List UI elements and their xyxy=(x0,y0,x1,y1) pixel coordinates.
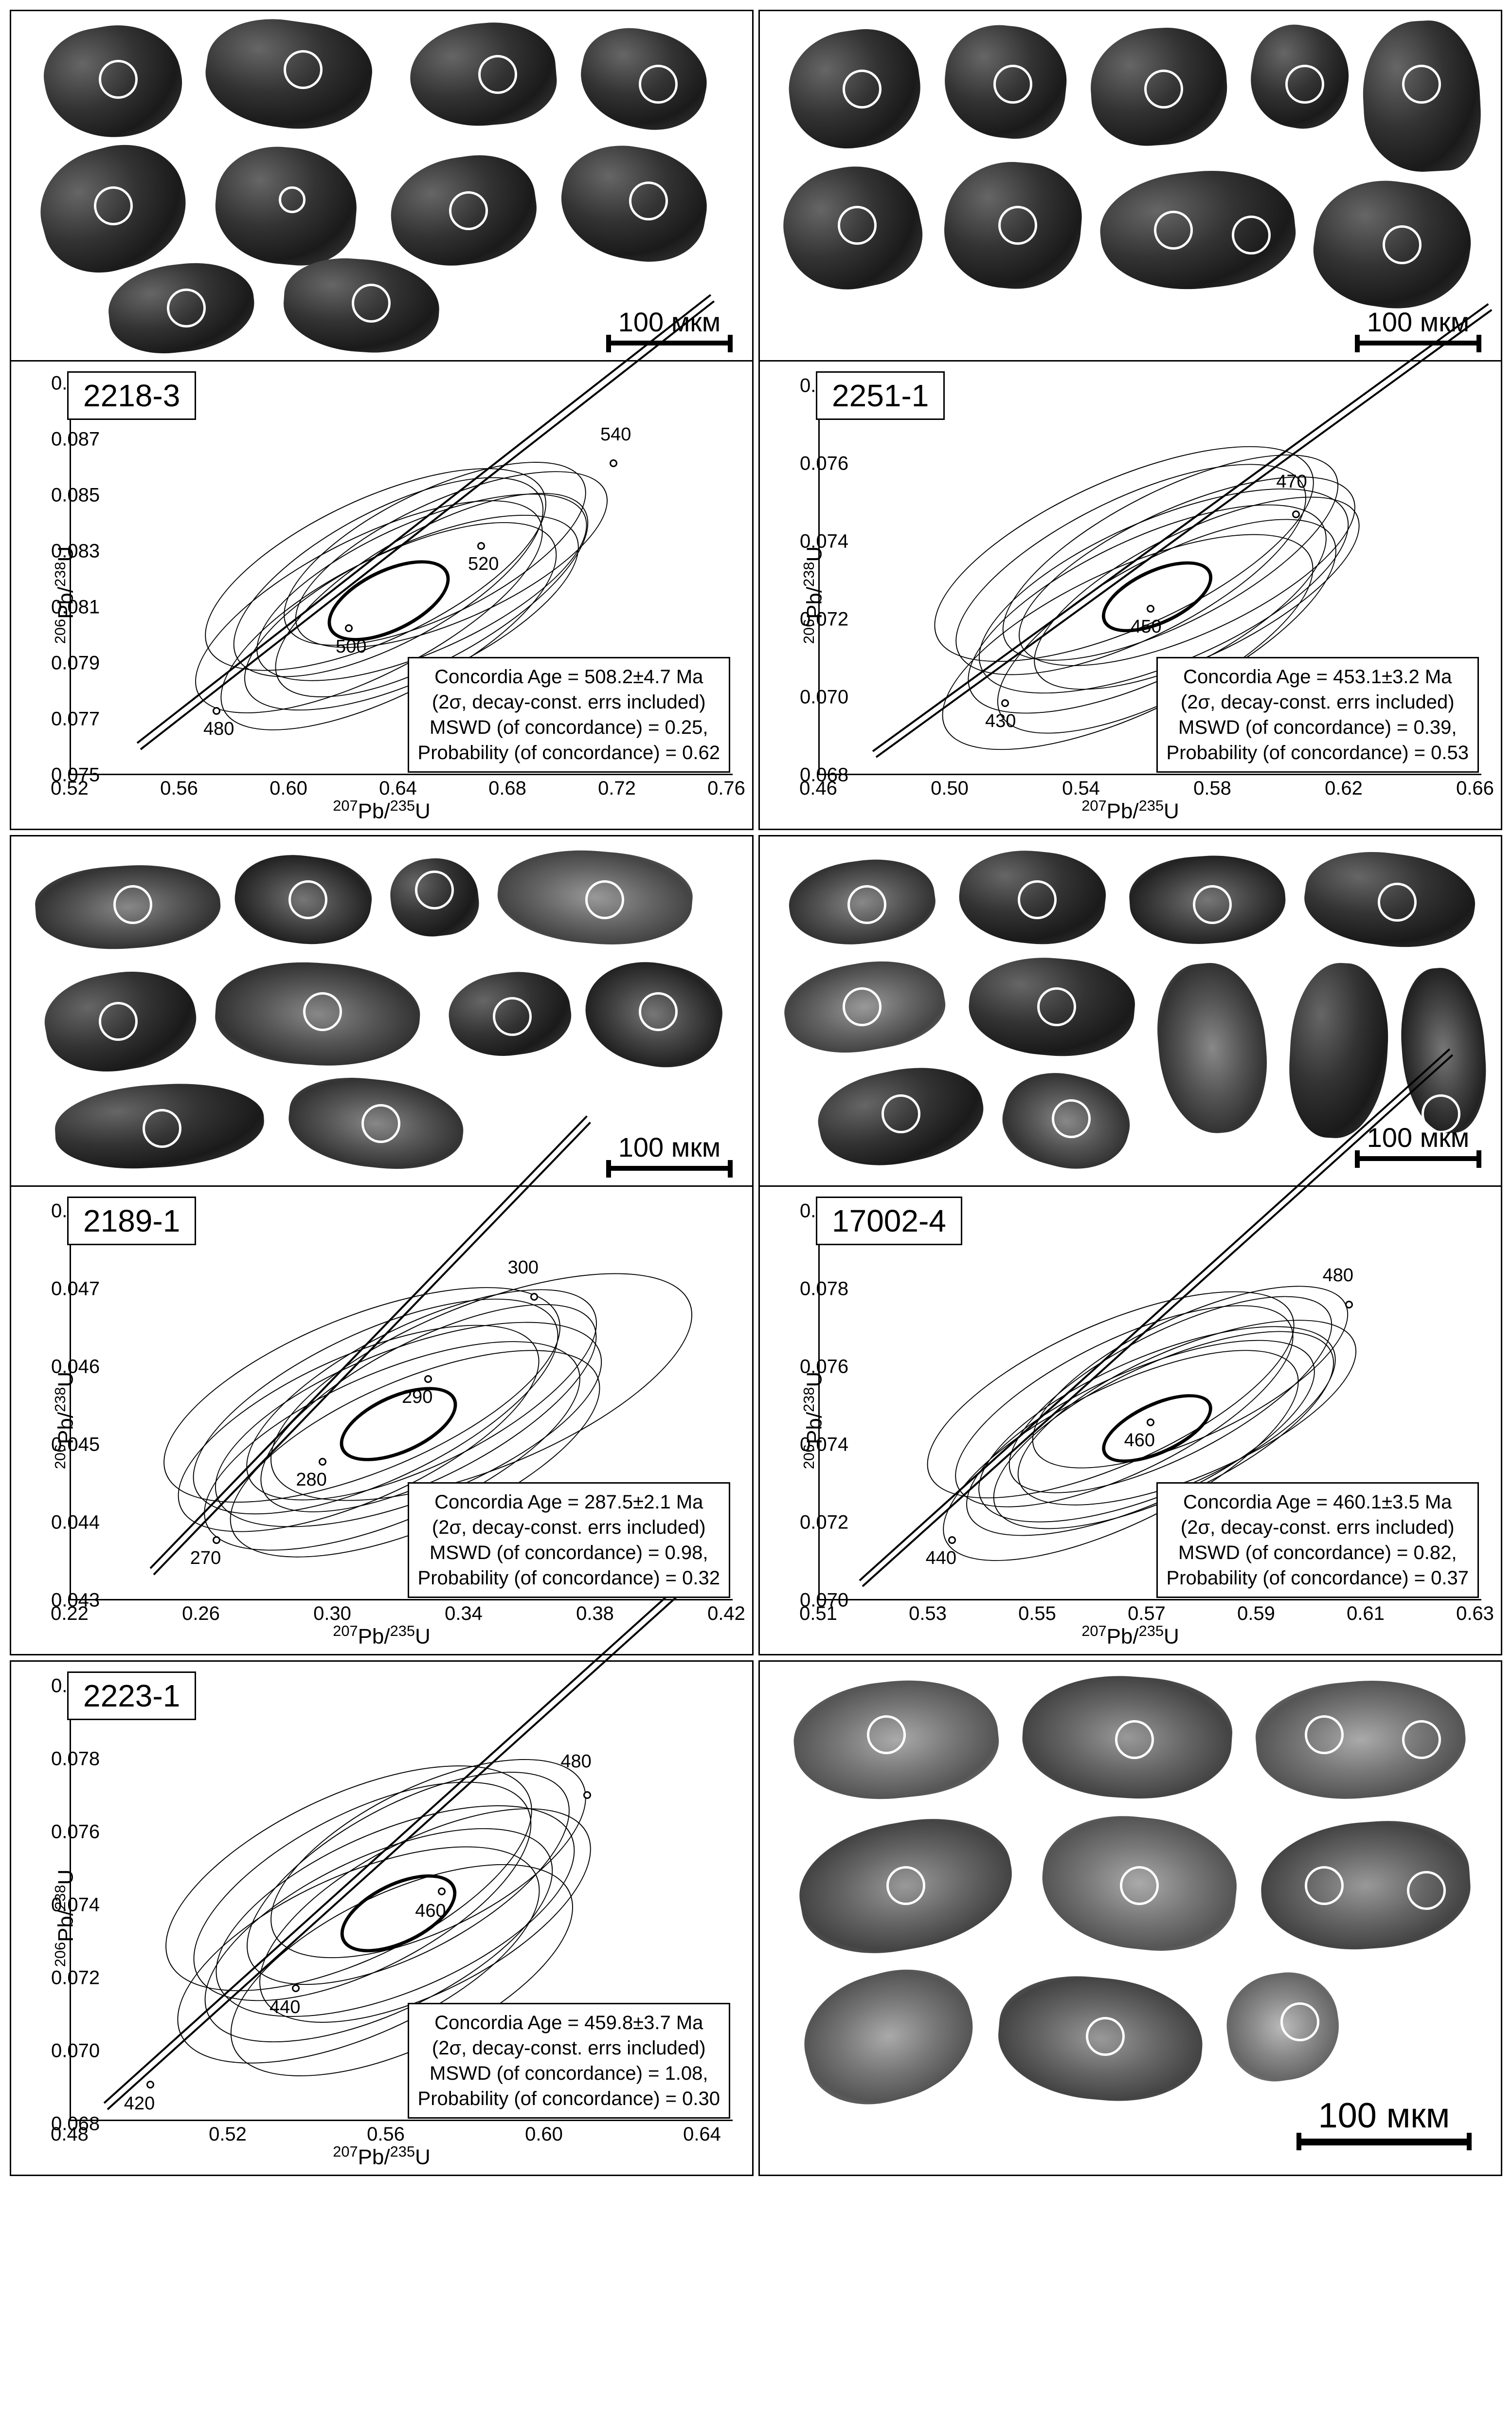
sample-label: 2218-3 xyxy=(67,371,196,420)
scale-line xyxy=(606,341,733,345)
zircon-image-17002-4: 100 мкм xyxy=(760,836,1501,1187)
zircon-image-2251-1: 100 мкм xyxy=(760,11,1501,362)
concordia-plot-2189-1: 2189-1 206Pb/238U 207Pb/235U 270 280 290… xyxy=(11,1187,752,1654)
stats-box: Concordia Age = 453.1±3.2 Ma (2σ, decay-… xyxy=(1156,657,1479,773)
concordia-plot-2251-1: 2251-1 206Pb/238U 207Pb/235U 430 450 470 xyxy=(760,362,1501,829)
x-axis-label: 207Pb/235U xyxy=(333,797,431,824)
figure-grid: 100 мкм 2218-3 206Pb/238U 207Pb/235U 480… xyxy=(10,10,1502,2176)
zircon-image-2218-3: 100 мкм xyxy=(11,11,752,362)
panel-2251-1: 100 мкм 2251-1 206Pb/238U 207Pb/235U 430… xyxy=(758,10,1502,830)
scale-label: 100 мкм xyxy=(618,306,721,338)
stats-box: Concordia Age = 287.5±2.1 Ma (2σ, decay-… xyxy=(408,1482,730,1598)
panel-2189-1: 100 мкм 2189-1 206Pb/238U 207Pb/235U 270… xyxy=(10,835,754,1655)
stats-box: Concordia Age = 460.1±3.5 Ma (2σ, decay-… xyxy=(1156,1482,1479,1598)
scale-bar: 100 мкм xyxy=(1355,1122,1481,1161)
scale-bar: 100 мкм xyxy=(606,306,733,345)
concordia-plot-2223-1: 2223-1 206Pb/238U 207Pb/235U 420 440 460… xyxy=(11,1662,752,2175)
zircon-image-2223-1: 100 мкм xyxy=(758,1660,1502,2176)
stats-box: Concordia Age = 508.2±4.7 Ma (2σ, decay-… xyxy=(408,657,730,773)
zircon-image-2189-1: 100 мкм xyxy=(11,836,752,1187)
scale-bar: 100 мкм xyxy=(606,1131,733,1171)
stats-box: Concordia Age = 459.8±3.7 Ma (2σ, decay-… xyxy=(408,2003,730,2119)
concordia-plot-17002-4: 17002-4 206Pb/238U 207Pb/235U 440 460 48… xyxy=(760,1187,1501,1654)
concordia-plot-2218-3: 2218-3 206Pb/238U 207Pb/235U 480 500 520… xyxy=(11,362,752,829)
panel-17002-4: 100 мкм 17002-4 206Pb/238U 207Pb/235U 44… xyxy=(758,835,1502,1655)
scale-bar: 100 мкм xyxy=(1355,306,1481,345)
panel-2218-3: 100 мкм 2218-3 206Pb/238U 207Pb/235U 480… xyxy=(10,10,754,830)
panel-2223-1: 2223-1 206Pb/238U 207Pb/235U 420 440 460… xyxy=(10,1660,754,2176)
scale-bar: 100 мкм xyxy=(1296,2096,1472,2145)
